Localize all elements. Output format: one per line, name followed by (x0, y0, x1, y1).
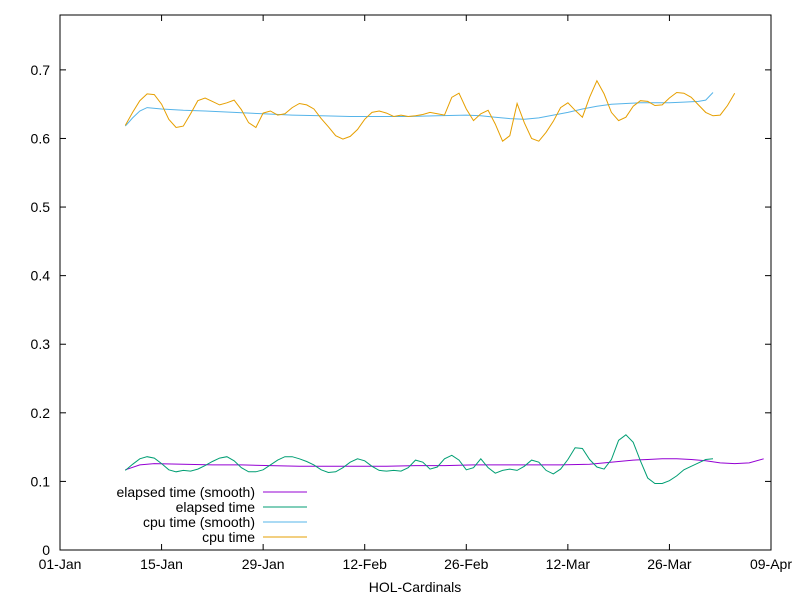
x-axis-label: HOL-Cardinals (369, 579, 462, 595)
x-tick-label: 26-Mar (647, 556, 692, 572)
y-tick-label: 0 (42, 542, 50, 558)
series-line-3 (124, 79, 736, 142)
series-line-2 (124, 92, 714, 127)
x-tick-label: 29-Jan (242, 556, 285, 572)
x-tick-label: 26-Feb (444, 556, 489, 572)
x-tick-label: 15-Jan (140, 556, 183, 572)
series-line-1 (124, 434, 714, 484)
legend-label: elapsed time (smooth) (116, 484, 255, 500)
y-tick-label: 0.2 (31, 405, 51, 421)
y-tick-label: 0.5 (31, 199, 51, 215)
y-tick-label: 0.3 (31, 336, 51, 352)
plot-frame (59, 14, 772, 551)
legend-label: cpu time (202, 529, 255, 545)
legend-label: elapsed time (176, 499, 256, 515)
x-tick-label: 12-Mar (546, 556, 591, 572)
y-tick-label: 0.6 (31, 130, 51, 146)
y-tick-label: 0.1 (31, 473, 51, 489)
legend-label: cpu time (smooth) (143, 514, 255, 530)
y-tick-label: 0.7 (31, 62, 51, 78)
x-tick-label: 01-Jan (39, 556, 82, 572)
series-line-0 (125, 458, 764, 471)
series-lines (124, 79, 764, 484)
x-tick-label: 12-Feb (343, 556, 388, 572)
x-tick-label: 09-Apr (750, 556, 792, 572)
y-tick-label: 0.4 (31, 268, 51, 284)
axis-ticks: 01-Jan 15-Jan 29-Jan 12-Feb 26-Feb 12-Mar 26-M… (31, 15, 792, 572)
